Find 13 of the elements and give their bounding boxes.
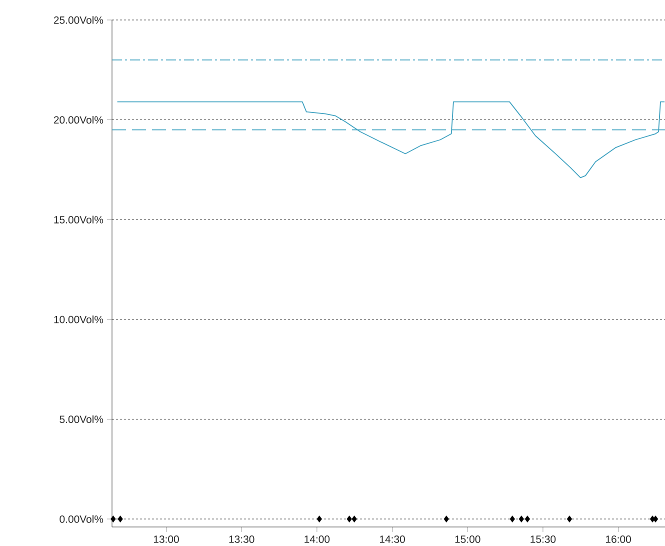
x-tick-label: 14:30 bbox=[380, 536, 405, 543]
x-tick-label: 15:30 bbox=[530, 536, 556, 543]
x-tick-label: 16:00 bbox=[606, 536, 631, 543]
x-tick-label: 13:30 bbox=[229, 536, 254, 543]
y-tick-label: 10.00Vol% bbox=[54, 316, 104, 324]
x-tick-label: 13:00 bbox=[154, 536, 179, 543]
x-tick-label: 15:00 bbox=[455, 536, 480, 543]
y-tick-label: 20.00Vol% bbox=[54, 116, 104, 124]
x-tick-label: 14:00 bbox=[304, 536, 330, 543]
y-tick-label: 0.00Vol% bbox=[60, 515, 104, 523]
y-tick-label: 25.00Vol% bbox=[54, 16, 104, 24]
y-tick-label: 5.00Vol% bbox=[60, 415, 104, 424]
y-tick-label: 15.00Vol% bbox=[54, 216, 104, 224]
